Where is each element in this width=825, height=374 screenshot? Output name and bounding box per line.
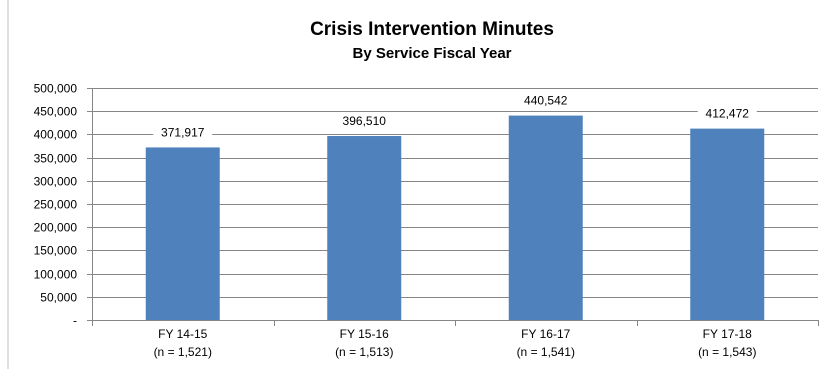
x-category-label: FY 16-17 [521,327,570,341]
data-label: 371,917 [161,125,205,139]
y-tick-label: 150,000 [34,244,78,258]
data-label-background [334,112,394,129]
x-axis-category-labels: FY 14-15 (n = 1,521) FY 15-16 (n = 1,513) FY… [154,327,757,359]
data-label: 412,472 [706,107,750,121]
y-tick-label: 300,000 [34,175,78,189]
bar [690,128,765,320]
x-category-note: (n = 1,521) [154,345,212,359]
x-category-label: FY 17-18 [703,327,752,341]
data-labels: 371,917 396,510 440,542 412,472 [153,91,757,140]
y-tick-label: 350,000 [34,152,78,166]
y-tick-label: 450,000 [34,105,78,119]
x-category-note: (n = 1,543) [698,345,756,359]
y-tick-label: 400,000 [34,128,78,142]
y-axis-tick-labels: - 50,000 100,000 150,000 200,000 250,000 300,0… [34,82,78,328]
bar [508,115,583,321]
data-label: 396,510 [343,114,387,128]
y-tick-label: 200,000 [34,221,78,235]
data-label-background [153,123,213,140]
chart-subtitle: By Service Fiscal Year [352,45,511,62]
y-tick-label: 50,000 [40,291,77,305]
x-category-note: (n = 1,513) [335,345,393,359]
y-tick-label: 100,000 [34,268,78,282]
data-label: 440,542 [524,94,568,108]
chart-title: Crisis Intervention Minutes [310,19,554,40]
y-tick-label: - [73,314,77,328]
bars [145,115,765,321]
x-category-label: FY 15-16 [340,327,389,341]
y-tick-label: 500,000 [34,82,78,96]
data-label-background [697,104,757,121]
data-label-background [516,91,576,108]
bar [145,147,220,320]
y-tick-label: 250,000 [34,198,78,212]
bar [327,136,402,320]
axes [87,88,819,326]
x-category-note: (n = 1,541) [517,345,575,359]
x-category-label: FY 14-15 [158,327,207,341]
